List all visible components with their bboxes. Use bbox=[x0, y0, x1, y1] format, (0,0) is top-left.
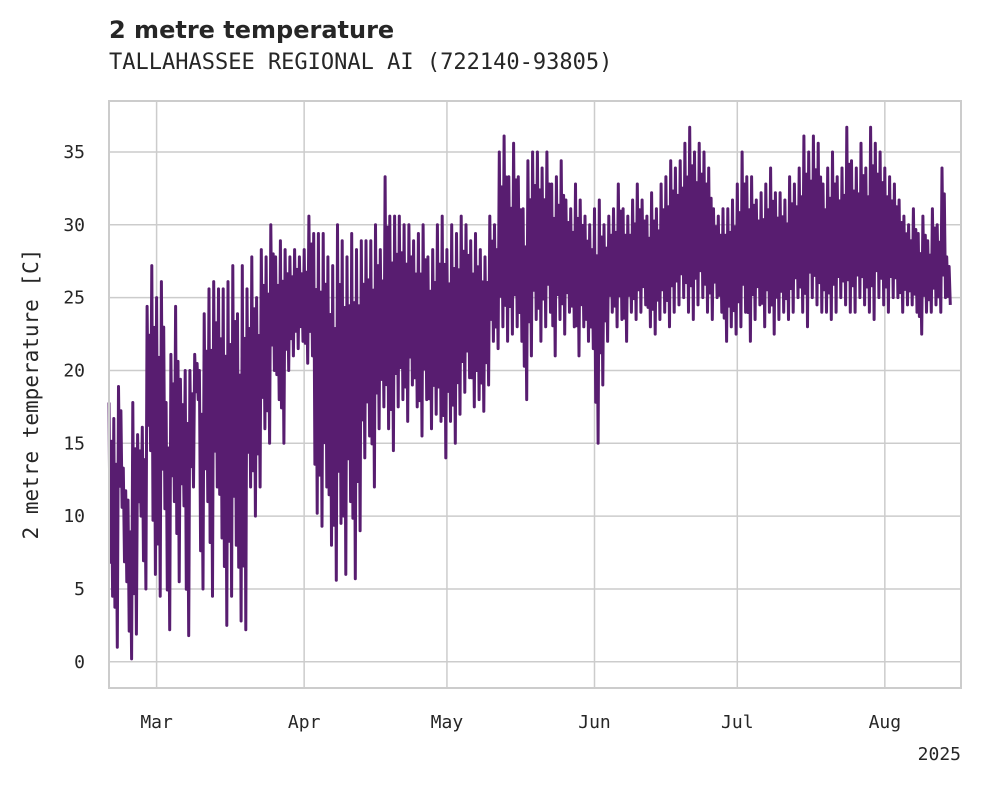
series-layer bbox=[107, 125, 952, 661]
chart-subtitle: TALLAHASSEE REGIONAL AI (722140-93805) bbox=[109, 50, 613, 75]
y-tick-label: 20 bbox=[63, 360, 85, 381]
y-tick-label: 10 bbox=[63, 506, 85, 527]
plot-frame bbox=[108, 100, 962, 689]
x-tick-label: Aug bbox=[869, 712, 902, 733]
x-tick-label: Jul bbox=[721, 712, 754, 733]
x-offset-label: 2025 bbox=[918, 744, 961, 765]
y-tick-label: 35 bbox=[63, 142, 85, 163]
y-tick-label: 30 bbox=[63, 215, 85, 236]
chart-title: 2 metre temperature bbox=[109, 16, 395, 44]
y-tick-label: 0 bbox=[74, 652, 85, 673]
y-tick-label: 15 bbox=[63, 433, 85, 454]
x-tick-label: Apr bbox=[288, 712, 321, 733]
x-axis-ticks: Mar Apr May Jun Jul Aug bbox=[140, 712, 901, 733]
x-tick-label: Mar bbox=[140, 712, 173, 733]
y-tick-label: 25 bbox=[63, 288, 85, 309]
y-axis-label: 2 metre temperature [C] bbox=[19, 249, 43, 540]
x-tick-label: Jun bbox=[578, 712, 611, 733]
y-axis-ticks: 0 5 10 15 20 25 30 35 bbox=[63, 142, 85, 673]
series-line-temperature bbox=[107, 125, 952, 661]
y-tick-label: 5 bbox=[74, 579, 85, 600]
x-tick-label: May bbox=[431, 712, 464, 733]
